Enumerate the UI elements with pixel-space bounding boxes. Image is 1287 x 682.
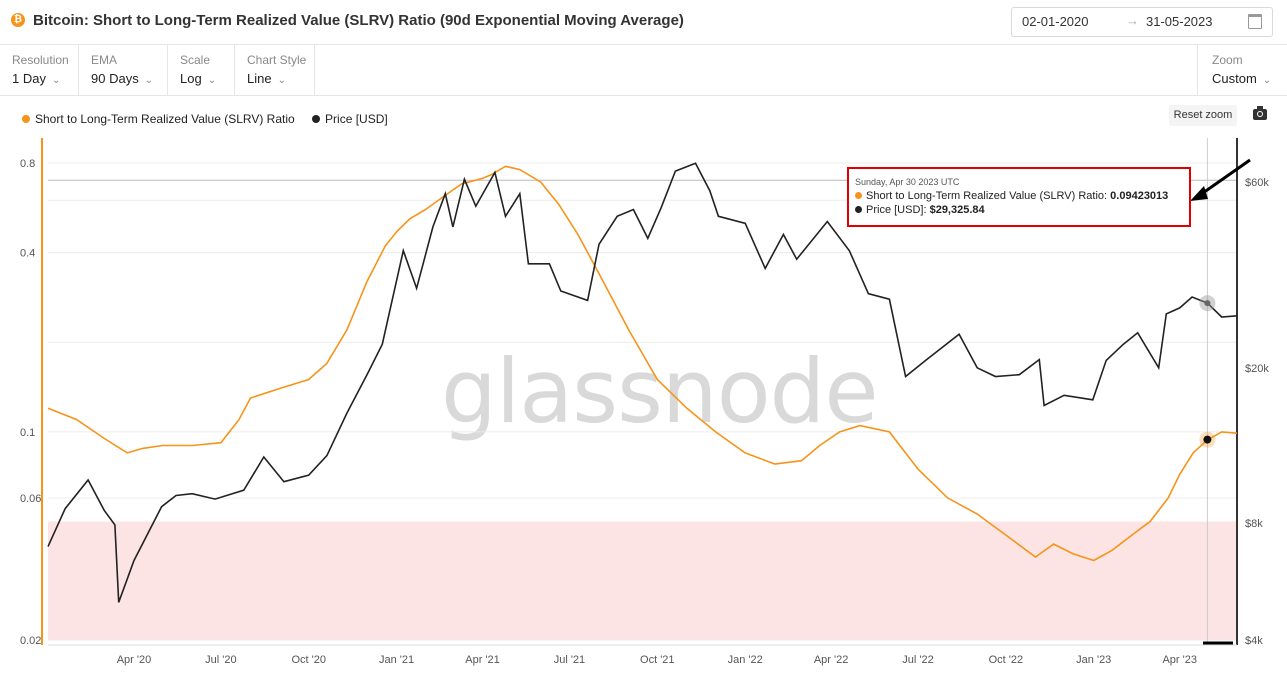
x-tick-label: Oct '21 bbox=[640, 654, 675, 666]
resolution-dropdown[interactable]: Resolution 1 Day ⌄ bbox=[0, 45, 79, 95]
chart-title: Bitcoin: Short to Long-Term Realized Val… bbox=[33, 12, 684, 29]
y-tick-label: 0.02 bbox=[20, 635, 41, 647]
left-axis-ticks: 0.02 0.06 0.1 0.4 0.8 bbox=[20, 158, 41, 647]
legend-dot-icon bbox=[855, 206, 862, 213]
legend-item-price[interactable]: Price [USD] bbox=[312, 112, 388, 126]
zoom-label: Zoom bbox=[1212, 53, 1243, 67]
arrow-right-icon: → bbox=[1126, 13, 1139, 28]
scale-label: Scale bbox=[180, 53, 211, 67]
camera-icon[interactable] bbox=[1253, 106, 1267, 120]
right-axis-ticks: $4k $8k $20k $60k bbox=[1245, 177, 1269, 647]
chevron-down-icon: ⌄ bbox=[51, 75, 61, 86]
tooltip-slrv-row: Short to Long-Term Realized Value (SLRV)… bbox=[855, 190, 1168, 202]
ema-dropdown[interactable]: EMA 90 Days ⌄ bbox=[79, 45, 168, 95]
chevron-down-icon: ⌄ bbox=[1262, 75, 1272, 86]
series-line-price bbox=[47, 162, 1238, 603]
tooltip-price-row: Price [USD]: $29,325.84 bbox=[855, 204, 985, 216]
x-tick-label: Jan '23 bbox=[1076, 654, 1111, 666]
x-tick-label: Apr '21 bbox=[465, 654, 500, 666]
watermark: glassnode bbox=[441, 340, 879, 443]
hover-marker bbox=[1199, 138, 1216, 645]
x-tick-label: Apr '23 bbox=[1162, 654, 1197, 666]
tooltip-date: Sunday, Apr 30 2023 UTC bbox=[855, 177, 960, 187]
resolution-value[interactable]: 1 Day ⌄ bbox=[12, 71, 61, 86]
reference-band bbox=[48, 521, 1237, 640]
chart-toolbar: Resolution 1 Day ⌄ EMA 90 Days ⌄ Scale Log… bbox=[0, 45, 1287, 96]
ema-value[interactable]: 90 Days ⌄ bbox=[91, 71, 154, 86]
chart-legend: Short to Long-Term Realized Value (SLRV)… bbox=[22, 112, 402, 126]
chart-style-label: Chart Style bbox=[247, 53, 307, 67]
annotation-arrow-shaft bbox=[1199, 158, 1251, 197]
x-tick-label: Apr '22 bbox=[814, 654, 849, 666]
hover-point-slrv bbox=[1203, 435, 1212, 444]
y-right-tick-label: $20k bbox=[1245, 363, 1269, 375]
chevron-down-icon: ⌄ bbox=[277, 75, 286, 86]
x-tick-label: Jul '21 bbox=[554, 654, 585, 666]
chart-style-dropdown[interactable]: Chart Style Line ⌄ bbox=[235, 45, 315, 95]
y-right-tick-label: $60k bbox=[1245, 177, 1269, 189]
x-tick-label: Oct '22 bbox=[989, 654, 1024, 666]
annotation-arrow bbox=[1190, 158, 1251, 645]
y-tick-label: 0.8 bbox=[20, 158, 35, 170]
chart-header: ₿ Bitcoin: Short to Long-Term Realized V… bbox=[0, 0, 1287, 45]
x-tick-label: Jan '22 bbox=[728, 654, 763, 666]
tooltip: Sunday, Apr 30 2023 UTC Short to Long-Te… bbox=[847, 167, 1191, 227]
x-tick-label: Apr '20 bbox=[117, 654, 152, 666]
legend-dot-icon bbox=[22, 114, 30, 123]
scale-dropdown[interactable]: Scale Log ⌄ bbox=[168, 45, 235, 95]
date-range-picker[interactable]: 02-01-2020 → 31-05-2023 bbox=[1011, 7, 1273, 37]
ema-label: EMA bbox=[91, 53, 118, 67]
x-axis-ticks: Apr '20 Jul '20 Oct '20 Jan '21 Apr '21 Jul '… bbox=[117, 654, 1197, 666]
x-tick-label: Jan '21 bbox=[379, 654, 414, 666]
y-tick-label: 0.1 bbox=[20, 427, 35, 439]
zoom-dropdown[interactable]: Zoom Custom ⌄ bbox=[1197, 45, 1287, 95]
bitcoin-icon: ₿ bbox=[11, 13, 25, 27]
x-tick-label: Jul '22 bbox=[902, 654, 933, 666]
x-tick-label: Jul '20 bbox=[205, 654, 236, 666]
date-from[interactable]: 02-01-2020 bbox=[1022, 14, 1089, 29]
scale-value[interactable]: Log ⌄ bbox=[180, 71, 217, 86]
date-to[interactable]: 31-05-2023 bbox=[1146, 14, 1213, 29]
legend-dot-icon bbox=[855, 192, 862, 199]
y-right-tick-label: $4k bbox=[1245, 635, 1263, 647]
y-tick-label: 0.06 bbox=[20, 493, 41, 505]
chevron-down-icon: ⌄ bbox=[144, 75, 154, 86]
annotation-arrow-head bbox=[1190, 186, 1208, 201]
y-right-tick-label: $8k bbox=[1245, 518, 1263, 530]
reset-zoom-button[interactable]: Reset zoom bbox=[1169, 105, 1237, 126]
calendar-icon[interactable] bbox=[1248, 14, 1262, 29]
zoom-value[interactable]: Custom ⌄ bbox=[1212, 71, 1272, 86]
resolution-label: Resolution bbox=[12, 53, 69, 67]
chart-style-value[interactable]: Line ⌄ bbox=[247, 71, 286, 86]
chevron-down-icon: ⌄ bbox=[207, 75, 217, 86]
legend-item-slrv[interactable]: Short to Long-Term Realized Value (SLRV)… bbox=[22, 112, 295, 126]
x-tick-label: Oct '20 bbox=[291, 654, 326, 666]
series-line-slrv bbox=[47, 165, 1238, 562]
axes bbox=[41, 138, 1238, 646]
y-tick-label: 0.4 bbox=[20, 248, 35, 260]
hover-point-price bbox=[1204, 300, 1211, 307]
legend-dot-icon bbox=[312, 114, 321, 123]
